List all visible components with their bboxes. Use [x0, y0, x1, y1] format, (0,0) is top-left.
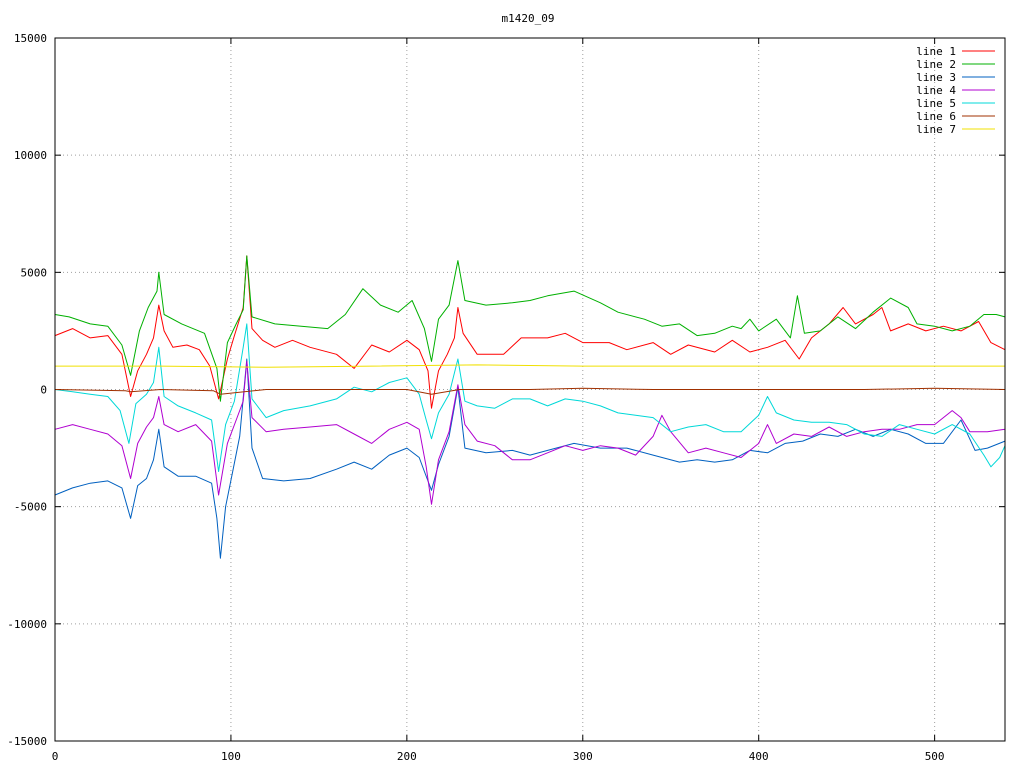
- y-tick-label: -5000: [14, 501, 47, 514]
- axes: 0 100 200 300 400 500 -15000 -10000 -5000 0 5000 10…: [7, 32, 1005, 763]
- series-line-1: [54, 255, 1006, 409]
- x-tick-label: 0: [52, 750, 59, 763]
- chart-title: m1420_09: [502, 12, 555, 25]
- y-tick-label: 0: [40, 384, 47, 397]
- series-line-7: [55, 364, 1005, 368]
- legend-label: line 2: [916, 58, 956, 71]
- legend-label: line 5: [916, 97, 956, 110]
- y-tick-label: 10000: [14, 149, 47, 162]
- series-group: [54, 255, 1006, 559]
- series-line-5: [54, 323, 1006, 472]
- y-tick-label: 15000: [14, 32, 47, 45]
- legend-label: line 7: [916, 123, 956, 136]
- y-tick-label: -10000: [7, 618, 47, 631]
- x-tick-label: 400: [749, 750, 769, 763]
- legend-label: line 1: [916, 45, 956, 58]
- legend-label: line 3: [916, 71, 956, 84]
- series-line-4: [54, 360, 1006, 505]
- series-line-2: [54, 255, 1006, 402]
- plot-frame: [54, 37, 1006, 742]
- x-tick-label: 100: [221, 750, 241, 763]
- y-tick-label: -15000: [7, 735, 47, 748]
- x-tick-label: 200: [397, 750, 417, 763]
- legend-label: line 4: [916, 84, 956, 97]
- y-tick-label: 5000: [21, 266, 48, 279]
- series-line-3: [54, 358, 1006, 559]
- legend-label: line 6: [916, 110, 956, 123]
- x-tick-label: 500: [925, 750, 945, 763]
- x-tick-label: 300: [573, 750, 593, 763]
- series-line-6: [54, 387, 1006, 395]
